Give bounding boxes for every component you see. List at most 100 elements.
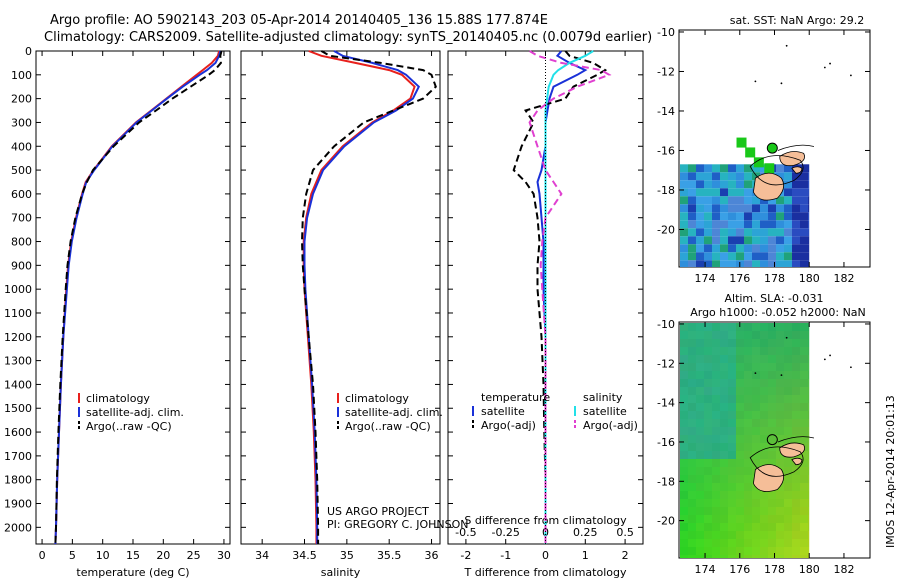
- field-cell: [760, 347, 768, 355]
- field-cell: [784, 172, 792, 181]
- field-cell: [720, 507, 728, 515]
- field-cell: [800, 323, 808, 331]
- field-cell: [800, 228, 808, 237]
- field-cell: [712, 339, 720, 347]
- y-tick-label: 1000: [4, 283, 32, 296]
- diff-series-2: [512, 50, 608, 544]
- field-cell: [792, 260, 800, 267]
- field-cell: [728, 451, 736, 459]
- field-cell: [744, 196, 752, 205]
- field-cell: [736, 387, 744, 395]
- field-cell: [696, 244, 704, 253]
- field-cell: [784, 180, 792, 189]
- field-cell: [736, 164, 744, 173]
- field-cell: [704, 459, 712, 467]
- field-cell: [808, 188, 810, 197]
- field-cell: [728, 427, 736, 435]
- field-cell: [768, 204, 776, 213]
- field-cell: [752, 555, 760, 558]
- islet: [754, 80, 757, 83]
- field-cell: [744, 204, 752, 213]
- field-cell: [800, 331, 808, 339]
- field-cell: [728, 172, 736, 181]
- temperature-panel: 0100200300400500600700800900100011001200…: [4, 45, 231, 579]
- field-cell: [800, 419, 808, 427]
- y-tick-label: 500: [11, 164, 32, 177]
- field-cell: [744, 228, 752, 237]
- field-cell: [736, 467, 744, 475]
- field-cell: [744, 355, 752, 363]
- field-cell: [760, 411, 768, 419]
- field-cell: [688, 363, 696, 371]
- field-cell: [768, 555, 776, 558]
- field-cell: [688, 164, 696, 173]
- x-axis-label: temperature (deg C): [76, 566, 189, 579]
- field-cell: [800, 204, 808, 213]
- title-line-2: Climatology: CARS2009. Satellite-adjuste…: [44, 30, 652, 45]
- field-cell: [760, 260, 768, 267]
- bathymetry-contour: [777, 144, 815, 151]
- field-cell: [800, 515, 808, 523]
- field-cell: [720, 260, 728, 267]
- x-tick-label: 35: [340, 549, 354, 562]
- field-cell: [704, 403, 712, 411]
- field-cell: [760, 355, 768, 363]
- field-cell: [784, 475, 792, 483]
- x-tick-label: 0: [39, 549, 46, 562]
- field-cell: [768, 419, 776, 427]
- field-cell: [752, 491, 760, 499]
- field-cell: [776, 323, 784, 331]
- field-cell: [720, 228, 728, 237]
- pi-credit: PI: GREGORY C. JOHNSON: [327, 518, 468, 531]
- plot-frame: [240, 50, 441, 545]
- field-cell: [792, 467, 800, 475]
- field-cell: [688, 427, 696, 435]
- field-cell: [760, 339, 768, 347]
- field-cell: [744, 371, 752, 379]
- field-cell: [728, 196, 736, 205]
- field-cell: [768, 371, 776, 379]
- field-cell: [800, 459, 808, 467]
- field-cell: [800, 347, 808, 355]
- title-line-1: Argo profile: AO 5902143_203 05-Apr-2014…: [50, 13, 548, 28]
- x-tick-label: 180: [799, 563, 820, 576]
- y-tick-label: 1400: [4, 378, 32, 391]
- field-cell: [776, 379, 784, 387]
- legend-header: temperature: [481, 391, 550, 404]
- field-cell: [776, 411, 784, 419]
- field-cell: [744, 323, 752, 331]
- field-cell: [720, 180, 728, 189]
- field-cell: [784, 236, 792, 245]
- field-cell: [792, 188, 800, 197]
- field-cell: [784, 212, 792, 221]
- field-cell: [728, 228, 736, 237]
- field-cell: [696, 451, 704, 459]
- field-cell: [712, 196, 720, 205]
- field-cell: [688, 331, 696, 339]
- field-cell: [736, 180, 744, 189]
- islet: [754, 372, 757, 375]
- field-cell: [680, 419, 688, 427]
- y-tick-label: -10: [657, 318, 675, 331]
- field-cell: [712, 475, 720, 483]
- legend-header: salinity: [583, 391, 623, 404]
- field-cell: [688, 260, 696, 267]
- field-cell: [752, 435, 760, 443]
- field-cell: [760, 491, 768, 499]
- field-cell: [696, 180, 704, 189]
- field-cell: [696, 427, 704, 435]
- field-cell: [752, 236, 760, 245]
- field-cell: [744, 507, 752, 515]
- y-tick-label: 400: [11, 140, 32, 153]
- field-cell: [720, 395, 728, 403]
- field-cell: [728, 411, 736, 419]
- field-cell: [728, 387, 736, 395]
- field-cell: [752, 347, 760, 355]
- field-cell: [704, 228, 712, 237]
- field-cell: [736, 523, 744, 531]
- field-cell: [752, 228, 760, 237]
- field-cell: [712, 427, 720, 435]
- field-cell: [704, 363, 712, 371]
- field-cell: [680, 204, 688, 213]
- field-cell: [784, 371, 792, 379]
